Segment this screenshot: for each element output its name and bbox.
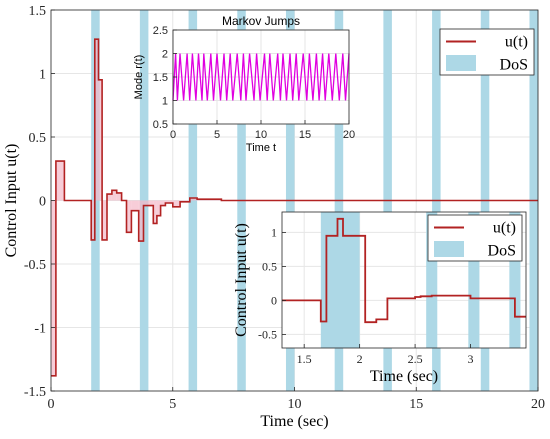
input-fill-bar [148, 200, 154, 206]
input-fill-bar [107, 194, 112, 201]
input-fill-bar [51, 200, 56, 376]
y-tick-label: 0.5 [29, 131, 47, 146]
y-tick-label: 1.5 [29, 4, 47, 19]
input-fill-bar [111, 190, 117, 201]
y-tick-label: 2.5 [153, 25, 168, 37]
x-tick-label: 20 [531, 397, 545, 412]
y-axis-label: Control Input u(t) [3, 144, 20, 258]
y-tick-label: -0.5 [258, 328, 277, 342]
input-fill-bar [172, 200, 181, 207]
x-tick-label: 1.5 [297, 352, 312, 366]
y-tick-label: 2 [162, 48, 168, 60]
inset-zoom-panel: 1.5 2 2.5 3 -0.5 0 0.5 1 Time (sec) Control Input… [233, 211, 527, 385]
y-tick-label: -1.5 [24, 385, 46, 400]
y-tick-label: 1 [162, 95, 168, 107]
input-fill-bar [153, 200, 157, 224]
input-fill-bar [102, 200, 108, 240]
y-tick-label: 1 [271, 226, 277, 240]
x-tick-label: 5 [214, 129, 220, 141]
x-tick-label: 2 [357, 352, 363, 366]
input-fill-bar [156, 200, 161, 216]
x-tick-label: 5 [169, 397, 176, 412]
legend-label: DoS [488, 242, 516, 259]
inset-markov-panel: 0 5 10 15 20 0.5 1 1.5 2 2.5 Markov Jumps Time t Mod… [133, 14, 355, 154]
legend-label: u(t) [505, 33, 528, 50]
x-axis-label: Time t [246, 142, 276, 154]
x-tick-label: 3 [468, 352, 474, 366]
x-tick-label: 15 [299, 129, 311, 141]
y-tick-label: 1 [39, 68, 46, 83]
y-tick-label: 1.5 [153, 72, 168, 84]
x-axis-label: Time (sec) [370, 368, 438, 385]
x-tick-label: 0 [170, 129, 176, 141]
legend-swatch-dos [446, 55, 476, 71]
chart-title: Markov Jumps [222, 14, 300, 28]
inset-zoom-axes-frame [281, 211, 527, 349]
input-fill-bar [138, 200, 144, 242]
y-axis-label: Mode r(t) [133, 55, 145, 100]
legend-label: u(t) [493, 219, 516, 236]
y-tick-label: 0 [271, 294, 277, 308]
y-tick-label: 0.5 [262, 260, 277, 274]
input-fill-bar [94, 39, 99, 201]
y-tick-label: 0 [39, 195, 46, 210]
y-tick-label: -0.5 [24, 258, 46, 273]
x-tick-label: 2.5 [408, 352, 423, 366]
dos-interval-band [509, 212, 521, 348]
input-fill-bar [165, 200, 173, 204]
input-fill-bar [55, 161, 65, 201]
dos-interval-band [426, 212, 438, 348]
series-line-u-0 [282, 217, 526, 324]
input-fill-bar [160, 200, 166, 206]
legend-label: DoS [500, 56, 528, 73]
series-line-mode-0 [172, 53, 350, 101]
input-fill-bar [131, 200, 139, 211]
y-tick-label: 0.5 [153, 119, 168, 131]
legend-swatch-dos [434, 241, 464, 257]
input-fill-bar [91, 200, 95, 240]
y-axis-label: Control Input u(t) [233, 223, 250, 337]
x-axis-label: Time (sec) [260, 413, 328, 430]
x-tick-label: 15 [409, 397, 423, 412]
input-fill-bar [116, 192, 122, 201]
input-fill-bar [98, 79, 103, 201]
x-tick-label: 10 [288, 397, 302, 412]
series-line-u-0 [51, 38, 538, 377]
x-tick-label: 10 [255, 129, 267, 141]
x-tick-label: 20 [343, 129, 355, 141]
x-tick-label: 0 [48, 397, 55, 412]
input-fill-bar [126, 200, 132, 233]
y-tick-label: -1 [34, 322, 46, 337]
dos-interval-band [468, 212, 480, 348]
input-fill-bar [143, 200, 149, 206]
input-fill-bar [189, 197, 198, 201]
